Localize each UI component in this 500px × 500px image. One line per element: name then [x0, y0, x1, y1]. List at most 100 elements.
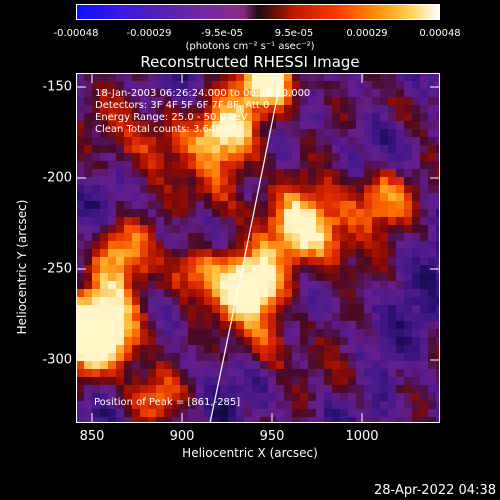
- heatmap-cell: [428, 73, 436, 81]
- heatmap-cell: [228, 113, 236, 121]
- heatmap-cell: [308, 89, 316, 97]
- heatmap-cell: [260, 169, 268, 177]
- heatmap-cell: [244, 129, 252, 137]
- heatmap-cell: [124, 185, 132, 193]
- heatmap-cell: [204, 121, 212, 129]
- heatmap-cell: [380, 361, 388, 369]
- heatmap-cell: [140, 377, 148, 385]
- heatmap-cell: [108, 209, 116, 217]
- heatmap-cell: [156, 329, 164, 337]
- heatmap-cell: [228, 193, 236, 201]
- heatmap-cell: [84, 257, 92, 265]
- heatmap-cell: [388, 201, 396, 209]
- heatmap-cell: [124, 241, 132, 249]
- heatmap-cell: [220, 201, 228, 209]
- heatmap-cell: [372, 233, 380, 241]
- heatmap-cell: [364, 241, 372, 249]
- heatmap-cell: [436, 81, 440, 89]
- heatmap-cell: [188, 345, 196, 353]
- heatmap-cell: [420, 377, 428, 385]
- heatmap-cell: [292, 393, 300, 401]
- heatmap-cell: [108, 313, 116, 321]
- heatmap-cell: [236, 385, 244, 393]
- heatmap-cell: [196, 217, 204, 225]
- x-tick-label: 900: [169, 429, 195, 444]
- heatmap-cell: [196, 385, 204, 393]
- heatmap-cell: [356, 201, 364, 209]
- heatmap-cell: [220, 89, 228, 97]
- heatmap-cell: [308, 257, 316, 265]
- heatmap-cell: [372, 161, 380, 169]
- heatmap-cell: [308, 401, 316, 409]
- heatmap-cell: [172, 89, 180, 97]
- heatmap-cell: [412, 233, 420, 241]
- heatmap-cell: [396, 401, 404, 409]
- heatmap-cell: [76, 369, 84, 377]
- heatmap-cell: [260, 345, 268, 353]
- heatmap-cell: [372, 241, 380, 249]
- heatmap-cell: [356, 233, 364, 241]
- heatmap-cell: [228, 401, 236, 409]
- heatmap-cell: [372, 385, 380, 393]
- heatmap-cell: [236, 121, 244, 129]
- heatmap-cell: [180, 409, 188, 417]
- heatmap-cell: [76, 73, 84, 81]
- heatmap-cell: [388, 241, 396, 249]
- heatmap-cell: [396, 169, 404, 177]
- heatmap-cell: [396, 89, 404, 97]
- heatmap-cell: [220, 401, 228, 409]
- heatmap-cell: [220, 321, 228, 329]
- heatmap-cell: [132, 89, 140, 97]
- heatmap-cell: [84, 249, 92, 257]
- heatmap-cell: [404, 113, 412, 121]
- heatmap-cell: [324, 225, 332, 233]
- heatmap-cell: [188, 337, 196, 345]
- heatmap-cell: [316, 385, 324, 393]
- heatmap-cell: [428, 89, 436, 97]
- heatmap-cell: [348, 225, 356, 233]
- heatmap-cell: [100, 385, 108, 393]
- heatmap-cell: [92, 313, 100, 321]
- heatmap-cell: [284, 297, 292, 305]
- colorbar-tick-label: 0.00048: [419, 28, 461, 39]
- heatmap-cell: [140, 89, 148, 97]
- heatmap-cell: [404, 321, 412, 329]
- heatmap-cell: [84, 265, 92, 273]
- heatmap-cell: [100, 305, 108, 313]
- heatmap-cell: [268, 401, 276, 409]
- heatmap-cell: [228, 345, 236, 353]
- heatmap-cell: [412, 401, 420, 409]
- heatmap-cell: [148, 145, 156, 153]
- heatmap-cell: [396, 161, 404, 169]
- heatmap-cell: [316, 161, 324, 169]
- heatmap-cell: [276, 385, 284, 393]
- heatmap-cell: [292, 89, 300, 97]
- heatmap-cell: [324, 409, 332, 417]
- heatmap-cell: [92, 201, 100, 209]
- heatmap-cell: [308, 233, 316, 241]
- heatmap-cell: [236, 417, 244, 423]
- heatmap-cell: [76, 361, 84, 369]
- heatmap-cell: [236, 369, 244, 377]
- heatmap-cell: [212, 233, 220, 241]
- heatmap-cell: [300, 297, 308, 305]
- heatmap-cell: [436, 273, 440, 281]
- heatmap-cell: [164, 121, 172, 129]
- heatmap-cell: [292, 137, 300, 145]
- heatmap-cell: [196, 401, 204, 409]
- heatmap-cell: [204, 249, 212, 257]
- heatmap-cell: [292, 281, 300, 289]
- heatmap-cell: [188, 401, 196, 409]
- heatmap-cell: [196, 161, 204, 169]
- heatmap-cell: [220, 265, 228, 273]
- heatmap-cell: [332, 265, 340, 273]
- heatmap-cell: [284, 393, 292, 401]
- heatmap-cell: [276, 337, 284, 345]
- heatmap-cell: [428, 129, 436, 137]
- heatmap-cell: [388, 353, 396, 361]
- heatmap-cell: [148, 241, 156, 249]
- heatmap-cell: [300, 233, 308, 241]
- heatmap-cell: [244, 273, 252, 281]
- heatmap-cell: [76, 193, 84, 201]
- heatmap-cell: [100, 241, 108, 249]
